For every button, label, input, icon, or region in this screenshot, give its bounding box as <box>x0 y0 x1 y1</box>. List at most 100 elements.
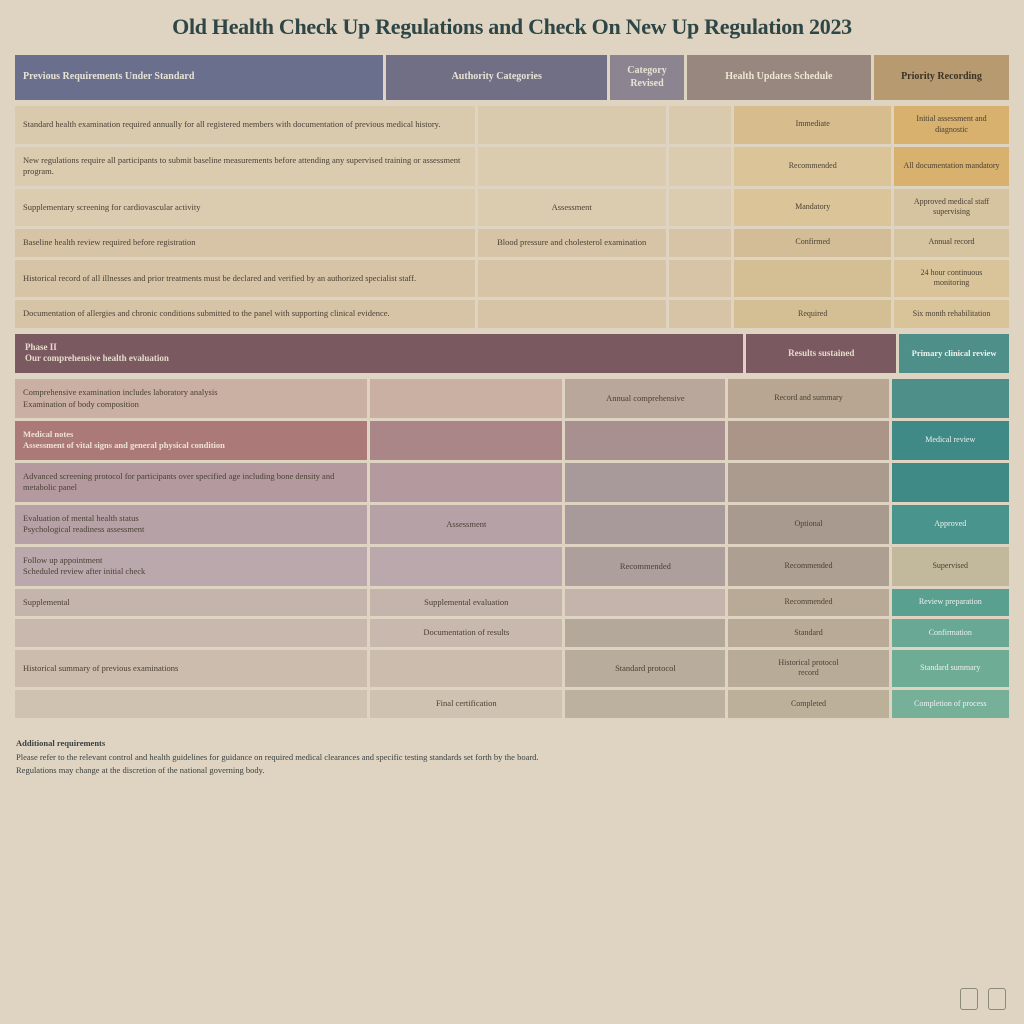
cell <box>669 229 732 256</box>
table-body-1: Standard health examination required ann… <box>12 103 1012 331</box>
col-header-1: Authority Categories <box>386 55 607 100</box>
cell: Historical summary of previous examinati… <box>15 650 367 688</box>
cell <box>478 260 666 298</box>
subheader-left: Phase II Our comprehensive health evalua… <box>15 334 743 373</box>
cell: Comprehensive examination includes labor… <box>15 379 367 418</box>
cell: Historical record of all illnesses and p… <box>15 260 475 298</box>
cell: Supervised <box>892 547 1009 586</box>
cell: Supplemental <box>15 589 367 616</box>
cell <box>565 589 725 616</box>
cell <box>565 421 725 460</box>
table-row: Medical notes Assessment of vital signs … <box>15 421 1009 460</box>
cell <box>15 619 367 646</box>
subheader-right: Results sustained <box>746 334 896 373</box>
cell: Initial assessment and diagnostic <box>894 106 1009 144</box>
cell <box>478 106 666 144</box>
cell <box>565 690 725 717</box>
cell: Standard summary <box>892 650 1009 688</box>
table-body-2: Comprehensive examination includes labor… <box>12 376 1012 721</box>
cell: Confirmation <box>892 619 1009 646</box>
footer: Additional requirements Please refer to … <box>12 731 1012 783</box>
cell: Standard protocol <box>565 650 725 688</box>
page-title: Old Health Check Up Regulations and Chec… <box>12 14 1012 40</box>
table-row: Supplementary screening for cardiovascul… <box>15 189 1009 227</box>
table-row: Advanced screening protocol for particip… <box>15 463 1009 502</box>
seal-icon <box>988 988 1006 1010</box>
cell <box>370 379 562 418</box>
cell: Standard <box>728 619 888 646</box>
cell: Advanced screening protocol for particip… <box>15 463 367 502</box>
cell <box>15 690 367 717</box>
cell: Recommended <box>565 547 725 586</box>
table-subheader: Phase II Our comprehensive health evalua… <box>12 331 1012 376</box>
cell: Final certification <box>370 690 562 717</box>
cell: Confirmed <box>734 229 891 256</box>
cell <box>669 106 732 144</box>
cell: Six month rehabilitation <box>894 300 1009 327</box>
cell: All documentation mandatory <box>894 147 1009 186</box>
cell <box>370 650 562 688</box>
cell <box>892 463 1009 502</box>
cell: Record and summary <box>728 379 888 418</box>
table-row: Documentation of allergies and chronic c… <box>15 300 1009 327</box>
cell: Medical review <box>892 421 1009 460</box>
table-row: Historical record of all illnesses and p… <box>15 260 1009 298</box>
cell: Annual comprehensive <box>565 379 725 418</box>
cell <box>669 300 732 327</box>
cell <box>728 463 888 502</box>
table-row: Comprehensive examination includes labor… <box>15 379 1009 418</box>
footer-line-1: Please refer to the relevant control and… <box>16 751 1008 764</box>
cell: Assessment <box>370 505 562 544</box>
regulation-table: Previous Requirements Under Standard Aut… <box>12 52 1012 103</box>
cell: Recommended <box>728 547 888 586</box>
cell: Blood pressure and cholesterol examinati… <box>478 229 666 256</box>
cell <box>565 619 725 646</box>
cell <box>370 463 562 502</box>
cell <box>565 505 725 544</box>
table-row: Follow up appointment Scheduled review a… <box>15 547 1009 586</box>
col-header-3: Health Updates Schedule <box>687 55 871 100</box>
footer-line-2: Regulations may change at the discretion… <box>16 764 1008 777</box>
seal-icon <box>960 988 978 1010</box>
cell <box>565 463 725 502</box>
col-header-0: Previous Requirements Under Standard <box>15 55 383 100</box>
cell: Follow up appointment Scheduled review a… <box>15 547 367 586</box>
cell: Immediate <box>734 106 891 144</box>
footer-title: Additional requirements <box>16 737 1008 750</box>
cell: Required <box>734 300 891 327</box>
cell <box>669 147 732 186</box>
cell: Standard health examination required ann… <box>15 106 475 144</box>
table-row: SupplementalSupplemental evaluationRecom… <box>15 589 1009 616</box>
cell: Completed <box>728 690 888 717</box>
cell: Evaluation of mental health status Psych… <box>15 505 367 544</box>
table-row: Historical summary of previous examinati… <box>15 650 1009 688</box>
cell <box>669 189 732 227</box>
col-header-4: Priority Recording <box>874 55 1009 100</box>
cell: Documentation of results <box>370 619 562 646</box>
cell <box>370 421 562 460</box>
cell: Review preparation <box>892 589 1009 616</box>
cell <box>478 300 666 327</box>
table-row: New regulations require all participants… <box>15 147 1009 186</box>
cell: Approved medical staff supervising <box>894 189 1009 227</box>
cell: 24 hour continuous monitoring <box>894 260 1009 298</box>
cell <box>734 260 891 298</box>
cell <box>669 260 732 298</box>
cell: Historical protocol record <box>728 650 888 688</box>
cell: Completion of process <box>892 690 1009 717</box>
table-row: Standard health examination required ann… <box>15 106 1009 144</box>
cell <box>478 147 666 186</box>
cell: Mandatory <box>734 189 891 227</box>
subheader-side: Primary clinical review <box>899 334 1009 373</box>
cell: Supplemental evaluation <box>370 589 562 616</box>
col-header-2: Category Revised <box>610 55 684 100</box>
cell: Supplementary screening for cardiovascul… <box>15 189 475 227</box>
table-row: Baseline health review required before r… <box>15 229 1009 256</box>
cell: Medical notes Assessment of vital signs … <box>15 421 367 460</box>
cell: Assessment <box>478 189 666 227</box>
cell <box>728 421 888 460</box>
table-row: Final certification CompletedCompletion o… <box>15 690 1009 717</box>
cell: Annual record <box>894 229 1009 256</box>
table-row: Evaluation of mental health status Psych… <box>15 505 1009 544</box>
footer-badge <box>960 988 1006 1010</box>
